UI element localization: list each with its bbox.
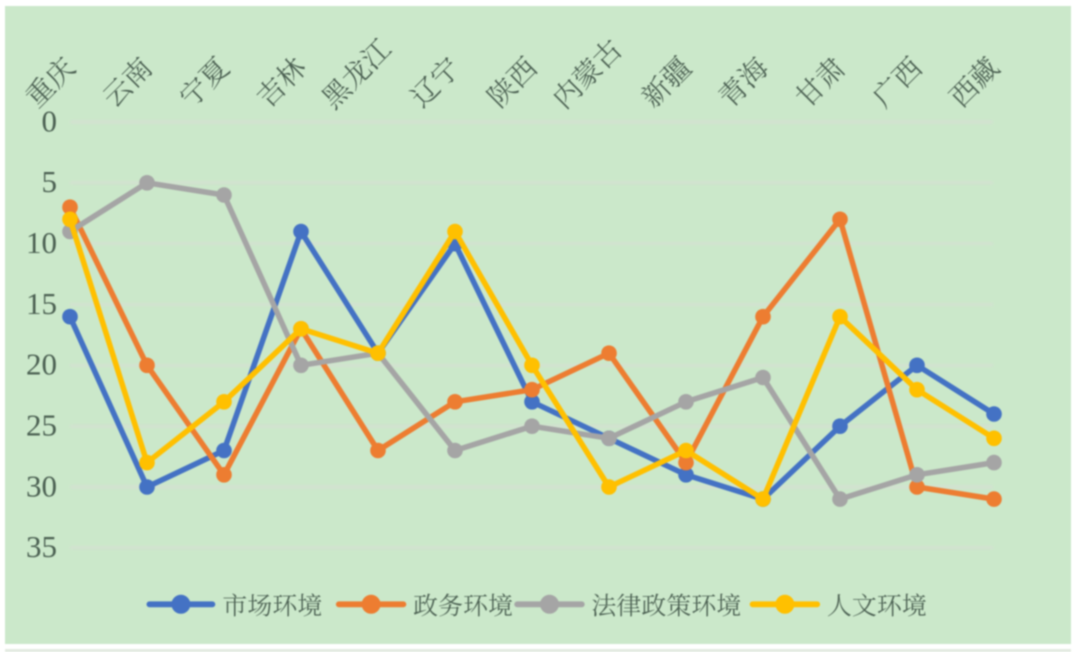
svg-text:25: 25 [26, 408, 57, 443]
svg-text:10: 10 [26, 225, 57, 260]
svg-text:35: 35 [26, 529, 57, 564]
svg-text:0: 0 [42, 103, 58, 138]
svg-text:20: 20 [26, 347, 57, 382]
svg-text:5: 5 [42, 164, 58, 199]
svg-text:30: 30 [26, 468, 57, 503]
svg-text:15: 15 [26, 286, 57, 321]
